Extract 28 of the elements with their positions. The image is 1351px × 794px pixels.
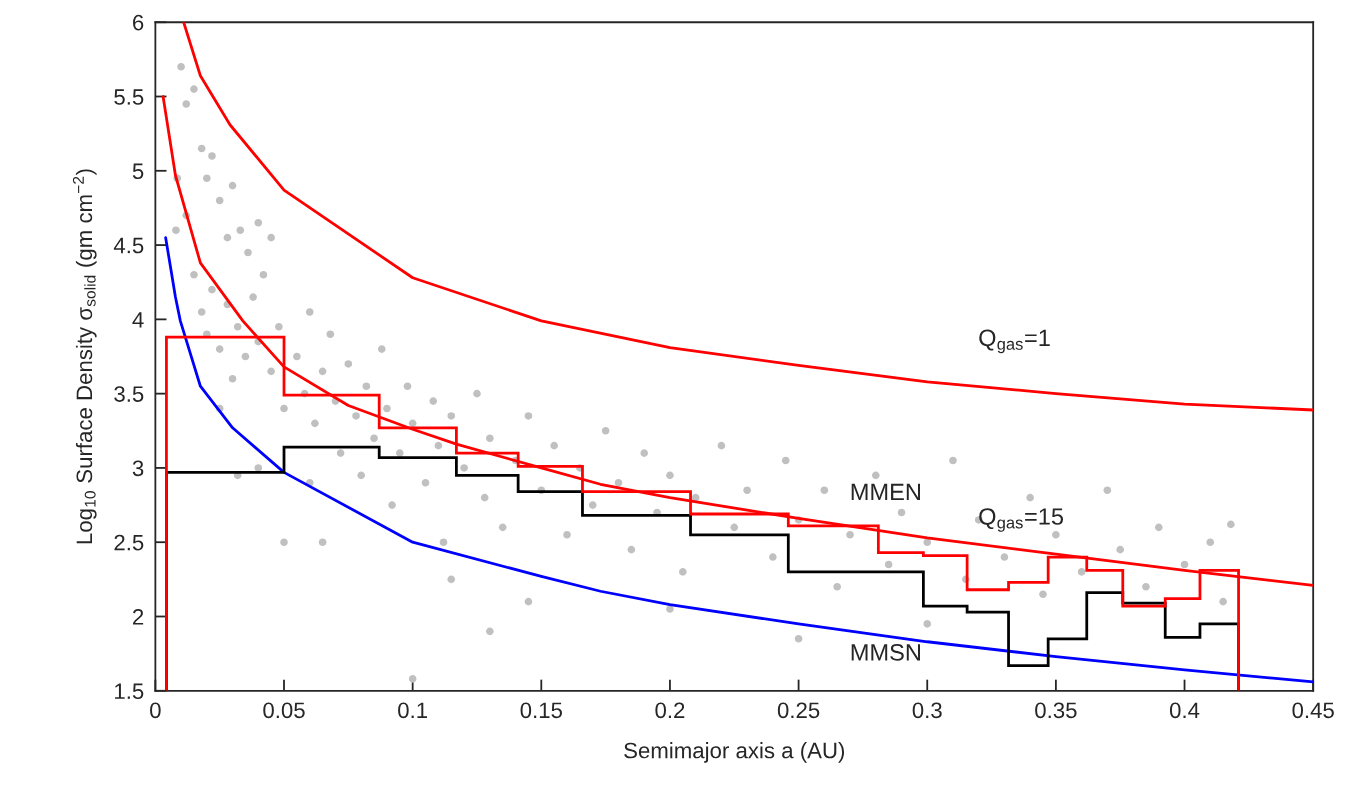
y-axis-title: Log$_{10}$ Surface Density σ$_{solid}$ (gm cm$^{−2}$) bbox=[72, 169, 97, 544]
annotation: MMEN bbox=[851, 483, 920, 501]
x-tick-label: 0.3 bbox=[912, 702, 942, 719]
y-tick-label: 5 bbox=[132, 163, 144, 180]
x-tick-label: 0.2 bbox=[655, 702, 685, 719]
annotation: MMSN bbox=[851, 643, 920, 661]
y-tick-label: 6 bbox=[133, 14, 144, 31]
x-tick-label: 0.4 bbox=[1169, 702, 1200, 719]
annotation: Q$_{gas}$=1 bbox=[979, 329, 1050, 354]
y-tick-label: 1.5 bbox=[115, 683, 144, 700]
y-tick-label: 3 bbox=[132, 460, 144, 477]
x-tick-label: 0 bbox=[150, 702, 161, 719]
y-tick-label: 4.5 bbox=[113, 237, 144, 254]
y-tick-label: 4 bbox=[132, 312, 144, 328]
x-tick-label: 0.25 bbox=[777, 702, 820, 719]
y-tick-label: 3.5 bbox=[114, 386, 144, 402]
x-tick-label: 0.1 bbox=[398, 702, 428, 719]
y-tick-label: 2 bbox=[133, 609, 144, 625]
y-tick-label: 5.5 bbox=[114, 89, 144, 105]
annotation: Q$_{gas}$=15 bbox=[979, 508, 1064, 532]
x-tick-label: 0.05 bbox=[263, 702, 305, 719]
x-tick-label: 0.15 bbox=[520, 702, 562, 719]
line-series bbox=[164, 236, 1314, 684]
line-series bbox=[182, 22, 1314, 412]
x-axis-title: Semimajor axis a (AU) bbox=[624, 742, 845, 763]
x-tick-label: 0.45 bbox=[1292, 702, 1334, 719]
x-tick-label: 0.35 bbox=[1035, 702, 1077, 719]
y-tick-label: 2.5 bbox=[114, 534, 144, 551]
